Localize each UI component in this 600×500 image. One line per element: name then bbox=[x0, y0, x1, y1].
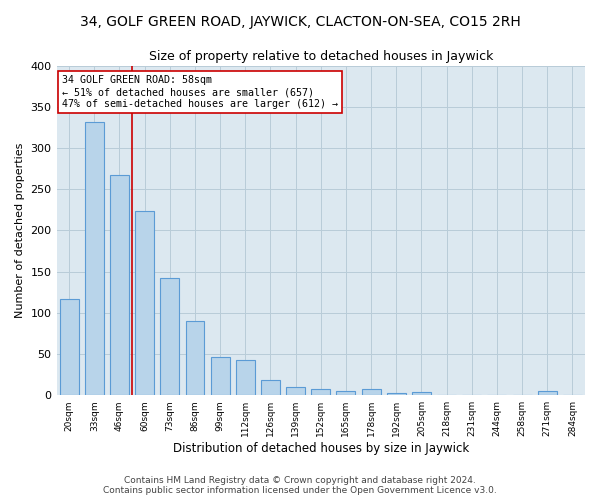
Text: 34, GOLF GREEN ROAD, JAYWICK, CLACTON-ON-SEA, CO15 2RH: 34, GOLF GREEN ROAD, JAYWICK, CLACTON-ON… bbox=[80, 15, 520, 29]
Bar bbox=[412, 392, 431, 395]
Bar bbox=[160, 278, 179, 395]
Text: Contains HM Land Registry data © Crown copyright and database right 2024.
Contai: Contains HM Land Registry data © Crown c… bbox=[103, 476, 497, 495]
Bar bbox=[110, 175, 129, 395]
Bar bbox=[538, 391, 557, 395]
Bar bbox=[337, 391, 355, 395]
Bar bbox=[311, 390, 330, 395]
Bar bbox=[362, 390, 380, 395]
Bar bbox=[185, 321, 205, 395]
Bar bbox=[135, 212, 154, 395]
Title: Size of property relative to detached houses in Jaywick: Size of property relative to detached ho… bbox=[149, 50, 493, 63]
Bar bbox=[261, 380, 280, 395]
Text: 34 GOLF GREEN ROAD: 58sqm
← 51% of detached houses are smaller (657)
47% of semi: 34 GOLF GREEN ROAD: 58sqm ← 51% of detac… bbox=[62, 76, 338, 108]
Bar bbox=[59, 299, 79, 395]
Bar bbox=[286, 387, 305, 395]
Bar bbox=[85, 122, 104, 395]
Bar bbox=[387, 392, 406, 395]
Bar bbox=[236, 360, 255, 395]
Bar bbox=[211, 358, 230, 395]
X-axis label: Distribution of detached houses by size in Jaywick: Distribution of detached houses by size … bbox=[173, 442, 469, 455]
Y-axis label: Number of detached properties: Number of detached properties bbox=[15, 142, 25, 318]
